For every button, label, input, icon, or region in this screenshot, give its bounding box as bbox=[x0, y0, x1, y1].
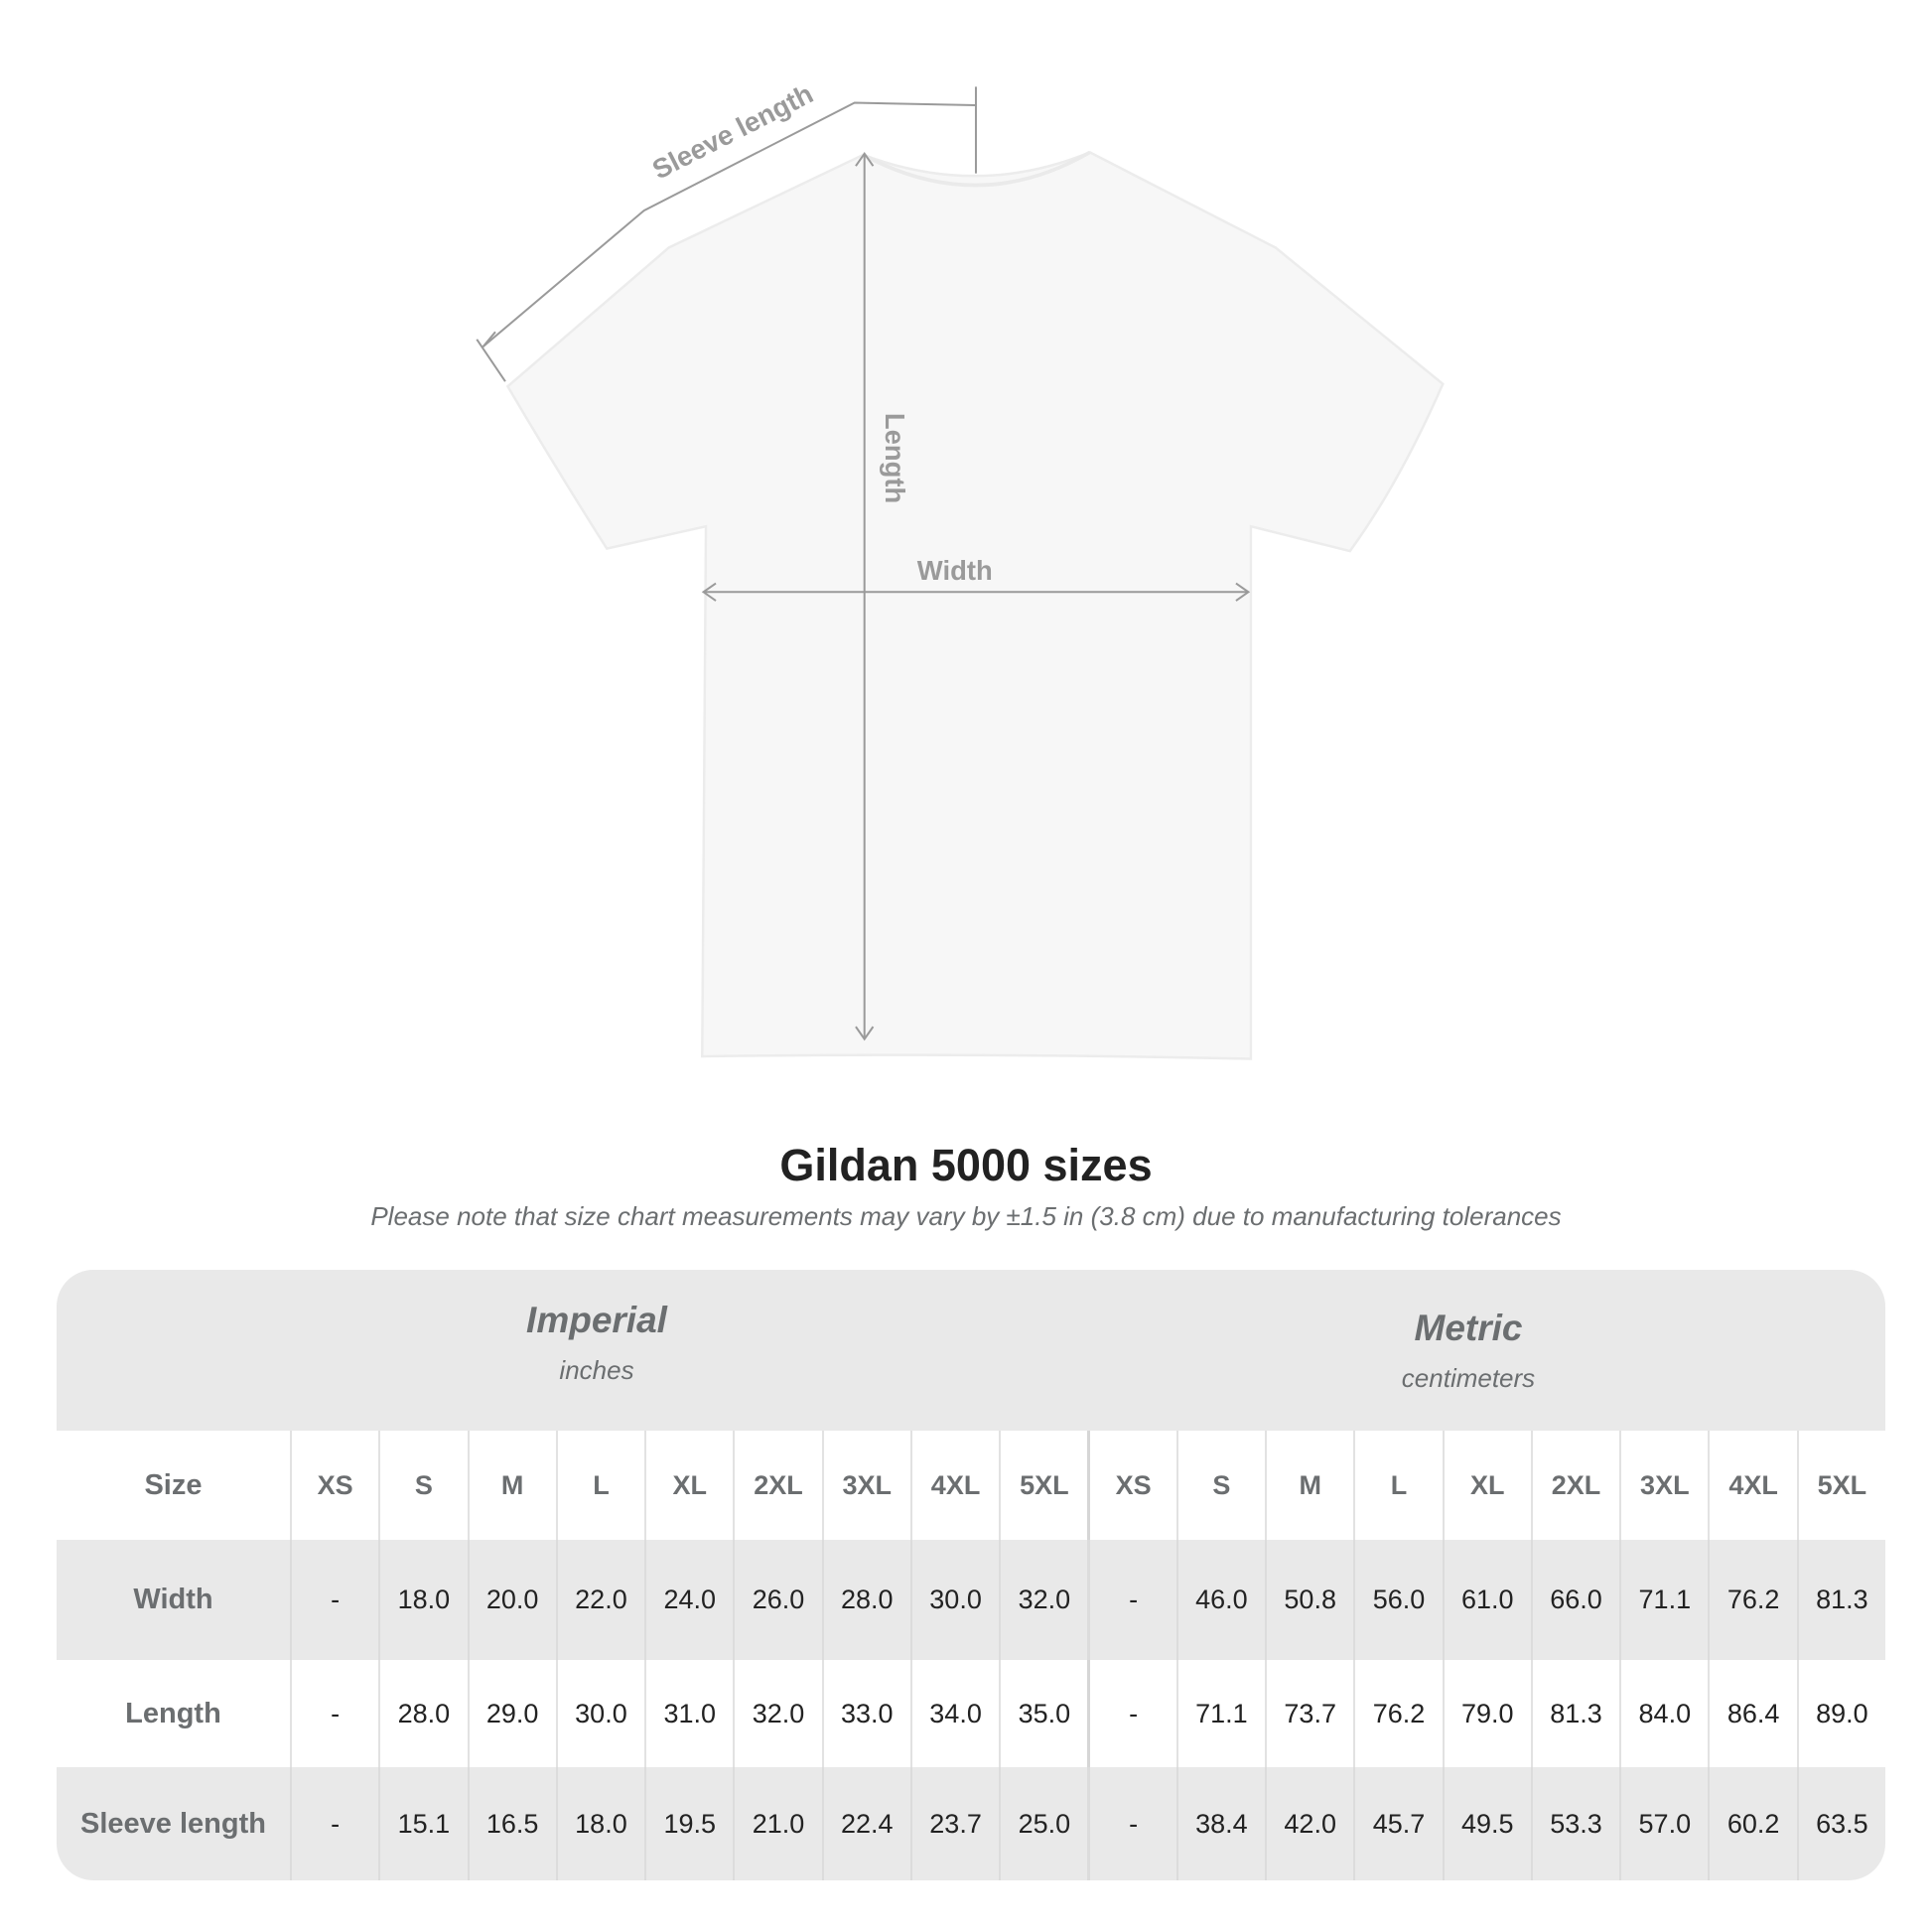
table-cell: 32.0 bbox=[999, 1540, 1087, 1660]
table-cell: 32.0 bbox=[733, 1660, 821, 1767]
table-cell: 38.4 bbox=[1175, 1767, 1265, 1880]
size-header-cell: 4XL bbox=[1708, 1431, 1796, 1540]
table-cell: 18.0 bbox=[555, 1767, 644, 1880]
size-header-cell: 2XL bbox=[1530, 1431, 1619, 1540]
table-cell: - bbox=[289, 1540, 378, 1660]
table-cell: 56.0 bbox=[1353, 1540, 1442, 1660]
size-header-cell: XL bbox=[1442, 1431, 1531, 1540]
size-header-cell: XS bbox=[1087, 1431, 1175, 1540]
table-cell: 71.1 bbox=[1175, 1660, 1265, 1767]
length-label: Length bbox=[880, 413, 910, 503]
table-cell: 53.3 bbox=[1530, 1767, 1619, 1880]
table-cell: 46.0 bbox=[1175, 1540, 1265, 1660]
sleeve-length-measure bbox=[476, 86, 977, 382]
unit-header-band: Imperial inches Metric centimeters bbox=[57, 1270, 1885, 1431]
size-header-cell: 2XL bbox=[733, 1431, 821, 1540]
table-cell: 76.2 bbox=[1708, 1540, 1796, 1660]
imperial-header: Imperial inches bbox=[398, 1300, 795, 1386]
table-cell: 28.0 bbox=[821, 1540, 910, 1660]
tolerance-note: Please note that size chart measurements… bbox=[370, 1201, 1562, 1231]
size-header-cell: 3XL bbox=[1619, 1431, 1708, 1540]
table-cell: 66.0 bbox=[1530, 1540, 1619, 1660]
table-cell: 19.5 bbox=[644, 1767, 733, 1880]
table-cell: - bbox=[289, 1660, 378, 1767]
row-label: Width bbox=[133, 1584, 213, 1615]
size-header-cell: XS bbox=[289, 1431, 378, 1540]
width-label: Width bbox=[917, 555, 993, 586]
row-label: Length bbox=[125, 1697, 221, 1729]
table-cell: 21.0 bbox=[733, 1767, 821, 1880]
table-cell: 49.5 bbox=[1442, 1767, 1531, 1880]
width-measure bbox=[701, 582, 1251, 602]
table-cell: 33.0 bbox=[821, 1660, 910, 1767]
table-cell: 84.0 bbox=[1619, 1660, 1708, 1767]
table-cell: 76.2 bbox=[1353, 1660, 1442, 1767]
table-cell: 42.0 bbox=[1265, 1767, 1353, 1880]
table-cell: 24.0 bbox=[644, 1540, 733, 1660]
table-row: Width -18.0 20.0 22.0 24.0 26.0 28.0 30.0 32.0-4… bbox=[57, 1540, 1885, 1660]
size-header-cell: 3XL bbox=[821, 1431, 910, 1540]
table-cell: 23.7 bbox=[909, 1767, 999, 1880]
size-header-cell: S bbox=[378, 1431, 467, 1540]
table-cell: - bbox=[1087, 1660, 1175, 1767]
table-cell: 63.5 bbox=[1796, 1767, 1885, 1880]
size-header-cell: 4XL bbox=[909, 1431, 999, 1540]
table-cell: 30.0 bbox=[909, 1540, 999, 1660]
table-cell: 22.4 bbox=[821, 1767, 910, 1880]
table-cell: 35.0 bbox=[999, 1660, 1087, 1767]
size-header-cell: 5XL bbox=[999, 1431, 1087, 1540]
table-cell: 45.7 bbox=[1353, 1767, 1442, 1880]
row-label: Sleeve length bbox=[79, 1807, 266, 1840]
table-cell: 29.0 bbox=[467, 1660, 556, 1767]
metric-title: Metric bbox=[1414, 1308, 1523, 1348]
table-cell: - bbox=[1087, 1540, 1175, 1660]
metric-header: Metric centimeters bbox=[1270, 1308, 1667, 1394]
table-cell: 20.0 bbox=[467, 1540, 556, 1660]
table-cell: 86.4 bbox=[1708, 1660, 1796, 1767]
imperial-title: Imperial bbox=[526, 1300, 667, 1340]
table-cell: 31.0 bbox=[644, 1660, 733, 1767]
table-cell: 34.0 bbox=[909, 1660, 999, 1767]
table-cell: 61.0 bbox=[1442, 1540, 1531, 1660]
table-cell: - bbox=[1087, 1767, 1175, 1880]
size-header-cell: XL bbox=[644, 1431, 733, 1540]
size-table: Imperial inches Metric centimeters Size X… bbox=[57, 1270, 1885, 1880]
size-header-cell: 5XL bbox=[1796, 1431, 1885, 1540]
imperial-unit: inches bbox=[559, 1355, 634, 1385]
table-cell: 81.3 bbox=[1796, 1540, 1885, 1660]
size-header-cell: M bbox=[467, 1431, 556, 1540]
table-cell: 73.7 bbox=[1265, 1660, 1353, 1767]
table-cell: 79.0 bbox=[1442, 1660, 1531, 1767]
table-cell: 22.0 bbox=[555, 1540, 644, 1660]
table-cell: 30.0 bbox=[555, 1660, 644, 1767]
tshirt-shape bbox=[505, 151, 1445, 1060]
table-cell: 50.8 bbox=[1265, 1540, 1353, 1660]
table-cell: 81.3 bbox=[1530, 1660, 1619, 1767]
page-title: Gildan 5000 sizes bbox=[779, 1140, 1153, 1190]
size-header-cell: L bbox=[1353, 1431, 1442, 1540]
row-label: Size bbox=[144, 1468, 203, 1501]
size-header-cell: S bbox=[1175, 1431, 1265, 1540]
table-cell: 89.0 bbox=[1796, 1660, 1885, 1767]
table-cell: 26.0 bbox=[733, 1540, 821, 1660]
table-row: Sleeve length -15.1 16.5 18.0 19.5 21.0 22.4 23… bbox=[57, 1767, 1885, 1880]
table-cell: 16.5 bbox=[467, 1767, 556, 1880]
table-cell: 18.0 bbox=[378, 1540, 467, 1660]
table-cell: 60.2 bbox=[1708, 1767, 1796, 1880]
table-row: Length -28.0 29.0 30.0 31.0 32.0 33.0 34.0 35.0-… bbox=[57, 1660, 1885, 1767]
table-cell: 28.0 bbox=[378, 1660, 467, 1767]
length-measure bbox=[855, 151, 875, 1041]
table-cell: 15.1 bbox=[378, 1767, 467, 1880]
sleeve-length-label: Sleeve length bbox=[647, 78, 818, 186]
metric-unit: centimeters bbox=[1401, 1363, 1536, 1393]
size-header-cell: M bbox=[1265, 1431, 1353, 1540]
table-cell: 71.1 bbox=[1619, 1540, 1708, 1660]
table-cell: - bbox=[289, 1767, 378, 1880]
size-header-cell: L bbox=[555, 1431, 644, 1540]
size-header-row: Size XS S M L XL 2XL 3XL 4XL 5XL XS S M L XL 2XL 3XL 4XL 5… bbox=[57, 1431, 1885, 1540]
table-cell: 25.0 bbox=[999, 1767, 1087, 1880]
table-cell: 57.0 bbox=[1619, 1767, 1708, 1880]
